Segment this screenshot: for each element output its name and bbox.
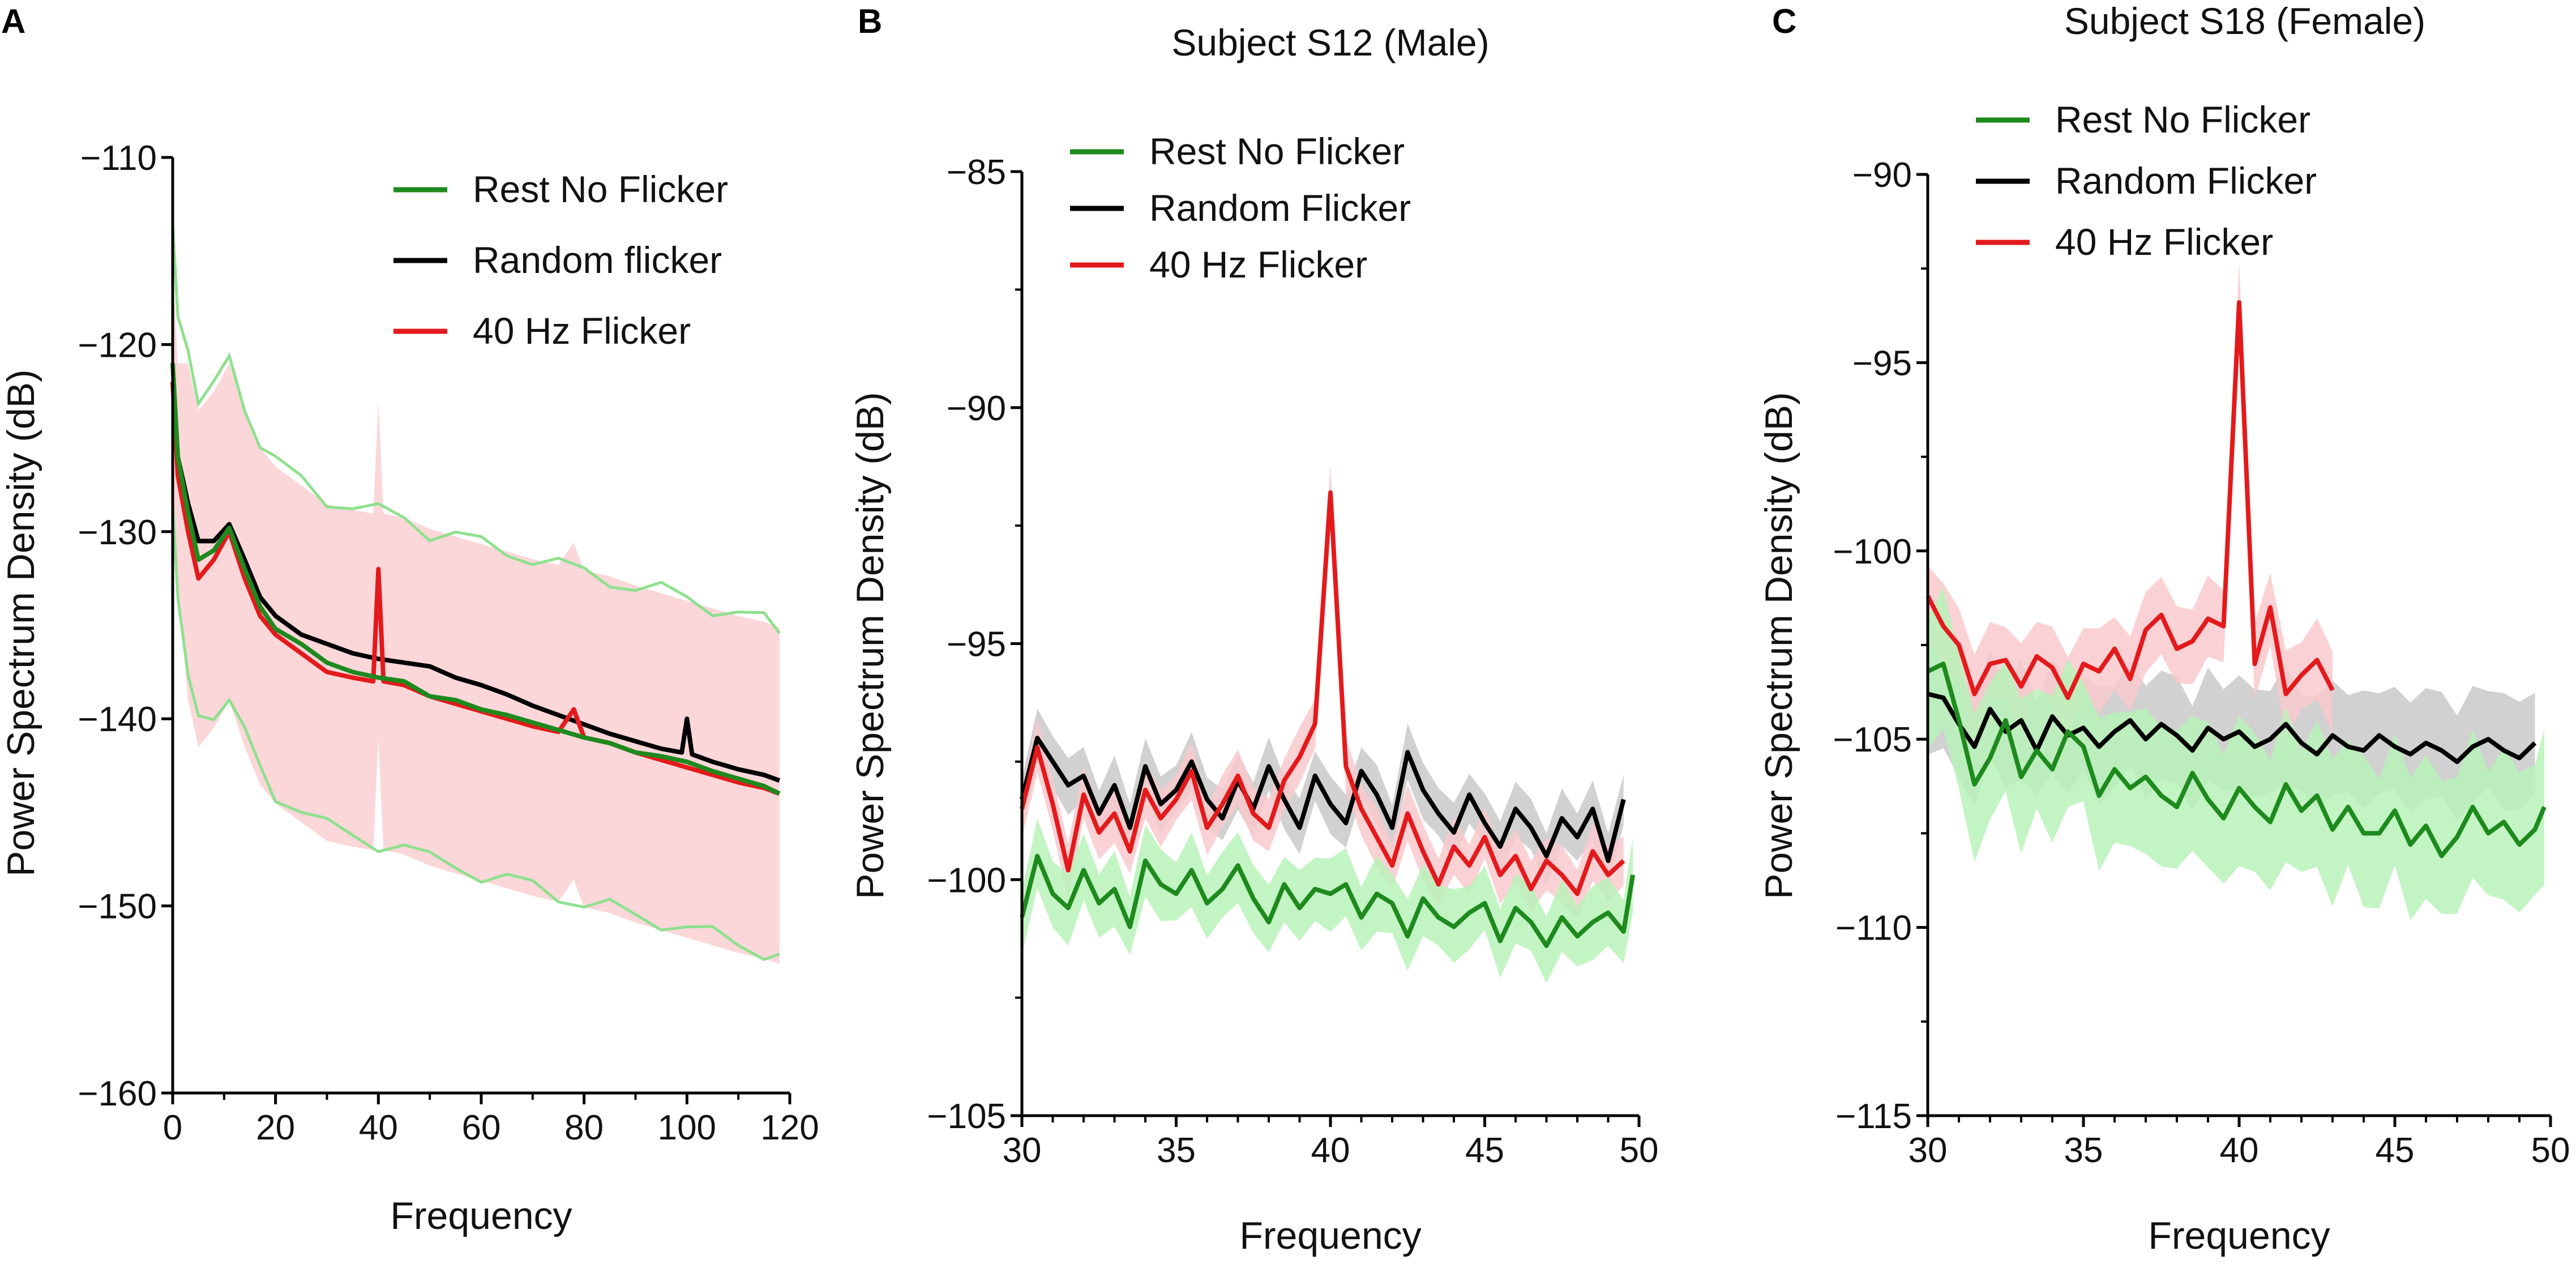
panel-a-axes: −160 −150 −140 −130 −120 −110 0 20 40 60 80 100 120 [78,139,819,1147]
panel-c-ytick-label: −110 [1835,909,1912,948]
panel-c-lines [1925,300,2547,859]
panel-a-x-axis-label: Frequency [390,1194,572,1237]
panel-a-lines [170,363,781,796]
panel-a-ytick-label: −120 [78,326,157,365]
panel-b-legend-label-40-hz-flicker: 40 Hz Flicker [1149,244,1367,285]
panel-b-line-40-hz-flicker [1020,490,1625,896]
panel-a-xtick-label: 20 [256,1108,295,1147]
panel-b-xtick-label: 45 [1465,1131,1504,1170]
panel-b-line-random-flicker [1020,736,1626,863]
panel-a-line-rest-no-flicker [170,363,781,796]
panel-a-xtick-label: 60 [462,1108,501,1147]
panel-a-xtick-label: 0 [163,1108,182,1147]
panel-c-bands [1928,262,2544,920]
panel-c-xtick-label: 40 [2220,1131,2259,1170]
panel-b-y-axis-label: Power Spectrum Density (dB) [849,392,892,899]
panel-c-line-random-flicker [1927,691,2537,765]
panel-letter-a: A [1,2,25,40]
panel-a-legend-label-40-hz-flicker: 40 Hz Flicker [473,310,691,352]
panel-c-xtick-label: 50 [2531,1131,2570,1170]
panel-a-bands [171,223,781,964]
panel-b-title: Subject S12 (Male) [1171,22,1489,63]
panel-b-legend-label-rest-no-flicker: Rest No Flicker [1149,130,1405,172]
panel-letter-b: B [858,2,882,40]
panel-a-legend-label-rest-no-flicker: Rest No Flicker [473,168,728,210]
panel-b-ytick-label: −85 [947,153,1006,192]
panel-b-xtick-label: 40 [1311,1131,1350,1170]
panel-c-y-axis-label: Power Spectrum Density (dB) [1757,392,1800,899]
panel-a-ytick-label: −110 [80,139,157,178]
panel-c-ytick-label: −105 [1833,720,1912,759]
panel-b-x-axis-label: Frequency [1239,1214,1421,1257]
panel-b-band-random-flicker [1022,708,1624,887]
panel-c-title: Subject S18 (Female) [2064,0,2425,42]
panel-b-line-rest-no-flicker [1020,853,1636,948]
panel-b-ytick-label: −90 [947,389,1006,428]
panel-c-band-rest-no-flicker [1928,587,2544,920]
panel-b-chart: Subject S12 (Male) −105 −100 −95 −90 −85 30 35… [849,22,1658,1257]
panel-a-ytick-label: −160 [78,1074,157,1113]
panel-a-line-random-flicker [170,382,781,783]
panel-a-ytick-label: −150 [78,887,157,927]
panel-c-line-40-hz-flicker [1925,300,2335,701]
panel-c-line-rest-no-flicker [1927,661,2547,859]
panel-b-ytick-label: −105 [927,1097,1006,1136]
panel-b-lines [1020,490,1636,948]
panel-c-ytick-label: −95 [1852,344,1912,383]
panel-a-legend-label-random-flicker: Random flicker [473,239,722,281]
panel-b-legend: Rest No Flicker Random Flicker 40 Hz Flick… [1070,130,1411,285]
panel-c-legend-label-40-hz-flicker: 40 Hz Flicker [2055,221,2273,263]
panel-a-xtick-label: 100 [658,1108,716,1147]
panel-a-rest-band-lower [171,503,780,962]
panel-c-xtick-label: 45 [2376,1131,2415,1170]
panel-c-xtick-label: 35 [2064,1131,2103,1170]
panel-c-x-axis-label: Frequency [2148,1214,2330,1257]
panel-a-xtick-label: 120 [760,1108,819,1147]
panel-c-chart: Subject S18 (Female) −115 −110 −105 −100 −95… [1757,0,2570,1257]
panel-c-legend-label-rest-no-flicker: Rest No Flicker [2055,99,2310,140]
panel-a-band-40hz [173,270,780,964]
panel-c-legend-label-random-flicker: Random Flicker [2055,160,2317,202]
panel-a-rest-band-upper [171,223,781,634]
panel-a-xtick-label: 80 [564,1108,604,1147]
panel-b-legend-label-random-flicker: Random Flicker [1149,187,1411,229]
panel-b-xtick-label: 30 [1003,1131,1042,1170]
panel-c-legend: Rest No Flicker Random Flicker 40 Hz Flick… [1976,99,2317,263]
panel-a-ytick-label: −130 [78,513,157,552]
panel-b-axes: −105 −100 −95 −90 −85 30 35 40 45 50 [927,153,1658,1170]
panel-b-xtick-label: 35 [1157,1131,1196,1170]
panel-c-axes: −115 −110 −105 −100 −95 −90 30 35 40 45 50 [1833,156,2570,1170]
panel-b-ytick-label: −100 [927,861,1006,900]
panel-b-xtick-label: 50 [1620,1131,1659,1170]
panel-a-xtick-label: 40 [359,1108,398,1147]
panel-c-xtick-label: 30 [1909,1131,1948,1170]
panel-letter-c: C [1772,2,1796,40]
panel-a-y-axis-label: Power Spectrum Density (dB) [0,369,42,877]
panel-b-band-rest-no-flicker [1022,818,1633,984]
panel-b-ytick-label: −95 [947,625,1006,664]
panel-a-legend: Rest No Flicker Random flicker 40 Hz Flick… [393,168,728,352]
panel-a-ytick-label: −140 [78,700,157,739]
panel-c-ytick-label: −115 [1835,1097,1912,1136]
panel-c-ytick-label: −100 [1833,532,1912,571]
panel-c-ytick-label: −90 [1852,156,1912,195]
